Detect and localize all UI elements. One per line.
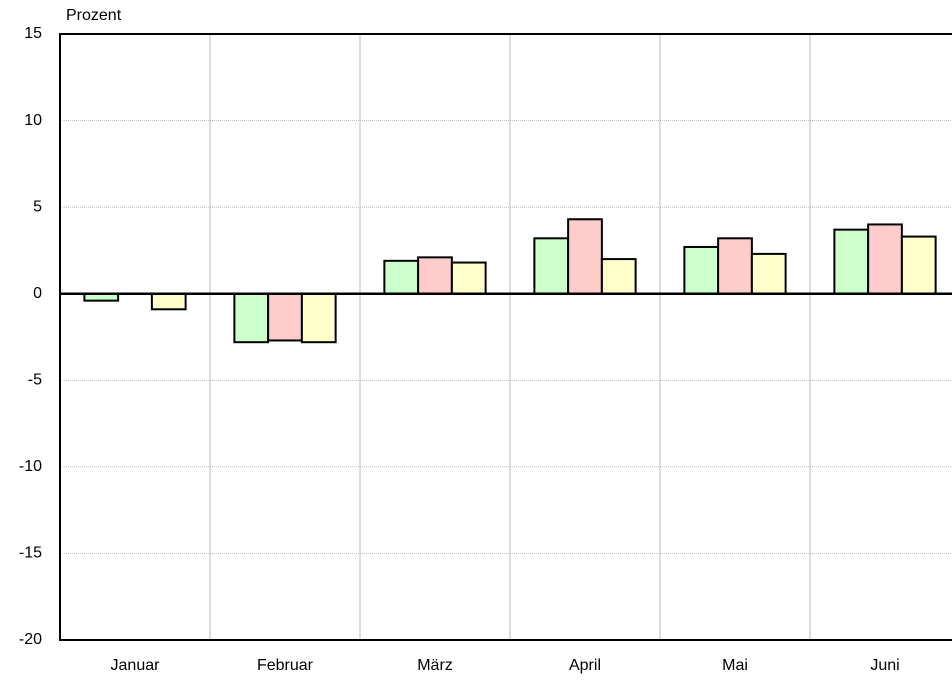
- bar: [717, 237, 753, 295]
- bar: [867, 223, 903, 295]
- bar: [300, 292, 337, 344]
- bar: [150, 292, 187, 311]
- x-tick-label: Juni: [870, 657, 899, 674]
- y-tick-label: 5: [33, 198, 42, 215]
- x-tick-label: April: [569, 657, 601, 674]
- y-axis-label: Prozent: [66, 7, 122, 24]
- bar: [533, 237, 570, 295]
- bar: [233, 292, 270, 344]
- x-tick-label: Februar: [257, 657, 314, 674]
- x-tick-label: Januar: [111, 657, 161, 674]
- y-tick-label: -20: [19, 631, 42, 648]
- bar: [600, 258, 637, 295]
- bar: [833, 228, 870, 295]
- y-tick-label: 10: [24, 112, 42, 129]
- bar: [267, 292, 303, 342]
- bar: [900, 235, 937, 295]
- x-tick-label: Mai: [722, 657, 748, 674]
- x-tick-label: März: [417, 657, 453, 674]
- bar: [450, 261, 487, 295]
- y-tick-label: 0: [33, 285, 42, 302]
- bar: [417, 256, 453, 295]
- bar: [750, 252, 787, 295]
- y-tick-label: -5: [28, 372, 42, 389]
- y-tick-label: -15: [19, 545, 42, 562]
- bar: [567, 218, 603, 295]
- bar: [683, 245, 720, 295]
- bar: [383, 259, 420, 295]
- y-tick-label: -10: [19, 458, 42, 475]
- y-tick-label: 15: [24, 25, 42, 42]
- plot-frame: [59, 33, 952, 641]
